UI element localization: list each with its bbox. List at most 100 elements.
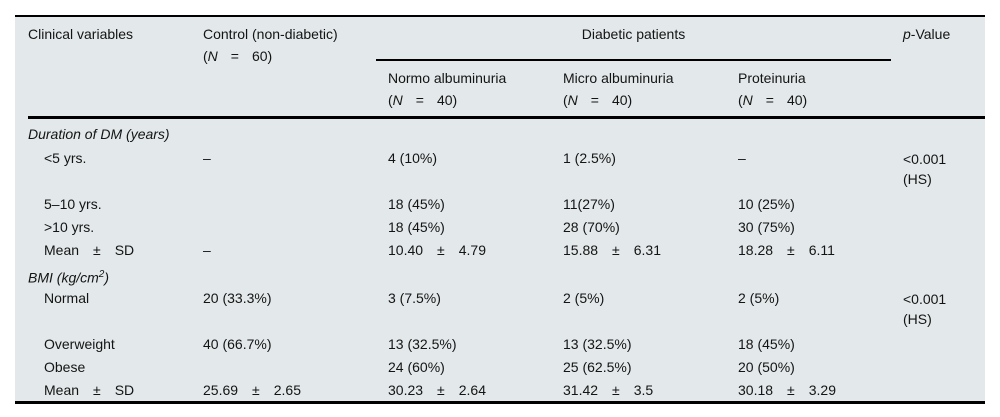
subcol-label: Proteinuria <box>738 70 806 86</box>
row-label-text: 5–10 yrs. <box>44 196 102 212</box>
cell-control: 40 (66.7%) <box>203 333 388 356</box>
cell-value: 20 (33.3%) <box>203 290 272 306</box>
header-subcol: Proteinuria (N = 40) <box>738 67 903 111</box>
table-row: <5 yrs. – 4 (10%) 1 (2.5%) – <0.001 (HS) <box>28 147 985 193</box>
cell-pvalue <box>903 356 982 358</box>
equals-sign: = <box>590 92 599 108</box>
n-count: 40) <box>611 92 633 108</box>
cell-value: 28 (70%) <box>563 219 620 235</box>
cell-value: 40 (66.7%) <box>203 336 272 352</box>
p-value-text: <0.001 <box>903 291 947 307</box>
p-significance-text: (HS) <box>903 311 932 327</box>
cell-value: 2 (5%) <box>738 290 780 306</box>
cell-micro: 2 (5%) <box>563 287 738 310</box>
cell-pvalue: <0.001 (HS) <box>903 147 982 189</box>
row-label: <5 yrs. <box>28 147 203 170</box>
plus-minus-sign: ± <box>93 242 101 258</box>
cell-normo: 30.23 ±2.64 <box>388 379 563 401</box>
plus-minus-sign: ± <box>612 382 620 398</box>
p-value-text: <0.001 <box>903 151 947 167</box>
superscript: 2 <box>98 269 105 280</box>
equals-sign: = <box>230 48 239 64</box>
header-clinical-variables: Clinical variables <box>28 23 203 111</box>
cell-control: 25.69 ±2.65 <box>203 379 388 401</box>
plus-minus-sign: ± <box>787 242 795 258</box>
cell-normo: 10.40 ±4.79 <box>388 239 563 262</box>
table-row: Obese 24 (60%) 25 (62.5%) 20 (50%) <box>28 356 985 379</box>
cell-micro: 31.42 ±3.5 <box>563 379 738 401</box>
cell-normo: 18 (45%) <box>388 193 563 216</box>
table-row: 5–10 yrs. 18 (45%) 11(27%) 10 (25%) <box>28 193 985 216</box>
header-control-label: Control (non-diabetic) <box>203 26 338 42</box>
n-count: 60) <box>251 48 273 64</box>
cell-value: 20 (50%) <box>738 359 795 375</box>
cell-pvalue <box>903 379 982 381</box>
cell-value: – <box>738 150 746 166</box>
sd-word: SD <box>114 242 135 258</box>
header-diabetic-subcolumns: Normo albuminuria (N = 40) Micro albuminuria… <box>388 67 903 111</box>
table-row: Mean ± SD 25.69 ±2.65 30.23 ±2.64 31.42 ±3.5 30.1… <box>28 379 985 401</box>
cell-prot: 30.18 ±3.29 <box>738 379 903 401</box>
cell-normo: 3 (7.5%) <box>388 287 563 310</box>
cell-pvalue <box>903 216 982 218</box>
p-significance-text: (HS) <box>903 171 932 187</box>
cell-prot: 10 (25%) <box>738 193 903 216</box>
cell-prot: – <box>738 147 903 170</box>
row-label: Normal <box>28 287 203 310</box>
table-row: Normal 20 (33.3%) 3 (7.5%) 2 (5%) 2 (5%) <0.0… <box>28 287 985 333</box>
mean-value: 25.69 <box>203 382 239 398</box>
plus-minus-sign: ± <box>787 382 795 398</box>
cell-value: 18 (45%) <box>388 219 445 235</box>
cell-value: 18 (45%) <box>738 336 795 352</box>
mean-value: 31.42 <box>563 382 599 398</box>
subcol-sample-size: (N = 40) <box>738 89 903 111</box>
n-count: 40) <box>436 92 458 108</box>
subcol-sample-size: (N = 40) <box>388 89 563 111</box>
header-subcol: Normo albuminuria (N = 40) <box>388 67 563 111</box>
cell-value: 1 (2.5%) <box>563 150 616 166</box>
paren-open: ( <box>203 48 208 64</box>
cell-value: 13 (32.5%) <box>388 336 457 352</box>
sd-word: SD <box>114 382 135 398</box>
section-row: Duration of DM (years) <box>28 122 985 147</box>
mean-value: 30.23 <box>388 382 424 398</box>
cell-value: – <box>203 150 211 166</box>
n-count: 40) <box>786 92 808 108</box>
header-subcol: Micro albuminuria (N = 40) <box>563 67 738 111</box>
sd-value: 2.65 <box>273 382 301 398</box>
cell-prot: 18.28 ±6.11 <box>738 239 903 262</box>
section-label: BMI (kg/cm2) <box>28 262 982 291</box>
cell-value: 2 (5%) <box>563 290 605 306</box>
cell-value: 11(27%) <box>563 196 615 212</box>
cell-micro: 1 (2.5%) <box>563 147 738 170</box>
section-row: BMI (kg/cm2) <box>28 262 985 287</box>
cell-micro: 15.88 ±6.31 <box>563 239 738 262</box>
table-row: Mean ± SD – 10.40 ±4.79 15.88 ±6.31 18.28 ±6.11 <box>28 239 985 262</box>
header-control-sample-size: (N = 60) <box>203 45 388 67</box>
row-label: Overweight <box>28 333 203 356</box>
row-label: Obese <box>28 356 203 379</box>
table-header: Clinical variables Control (non-diabetic… <box>28 17 985 119</box>
mean-value: 15.88 <box>563 242 599 258</box>
cell-prot: 20 (50%) <box>738 356 903 379</box>
cell-micro: 28 (70%) <box>563 216 738 239</box>
sd-value: 3.29 <box>808 382 836 398</box>
header-diabetic-patients-label: Diabetic patients <box>376 23 891 61</box>
cell-value: 24 (60%) <box>388 359 445 375</box>
sd-value: 2.64 <box>458 382 486 398</box>
cell-control: 20 (33.3%) <box>203 287 388 310</box>
cell-value: 25 (62.5%) <box>563 359 632 375</box>
mean-word: Mean <box>44 242 80 258</box>
header-diabetic-group: Diabetic patients Normo albuminuria (N = 40… <box>376 23 903 111</box>
cell-value: 30 (75%) <box>738 219 795 235</box>
cell-pvalue: <0.001 (HS) <box>903 287 982 329</box>
mean-value: 30.18 <box>738 382 774 398</box>
plus-minus-sign: ± <box>252 382 260 398</box>
cell-prot: 2 (5%) <box>738 287 903 310</box>
mean-word: Mean <box>44 382 80 398</box>
row-label-text: >10 yrs. <box>44 219 95 235</box>
clinical-variables-table: Clinical variables Control (non-diabetic… <box>15 15 985 404</box>
header-control-column: Control (non-diabetic) (N = 60) <box>203 23 388 111</box>
row-label-text: <5 yrs. <box>44 150 87 166</box>
sd-value: 6.11 <box>808 242 835 258</box>
